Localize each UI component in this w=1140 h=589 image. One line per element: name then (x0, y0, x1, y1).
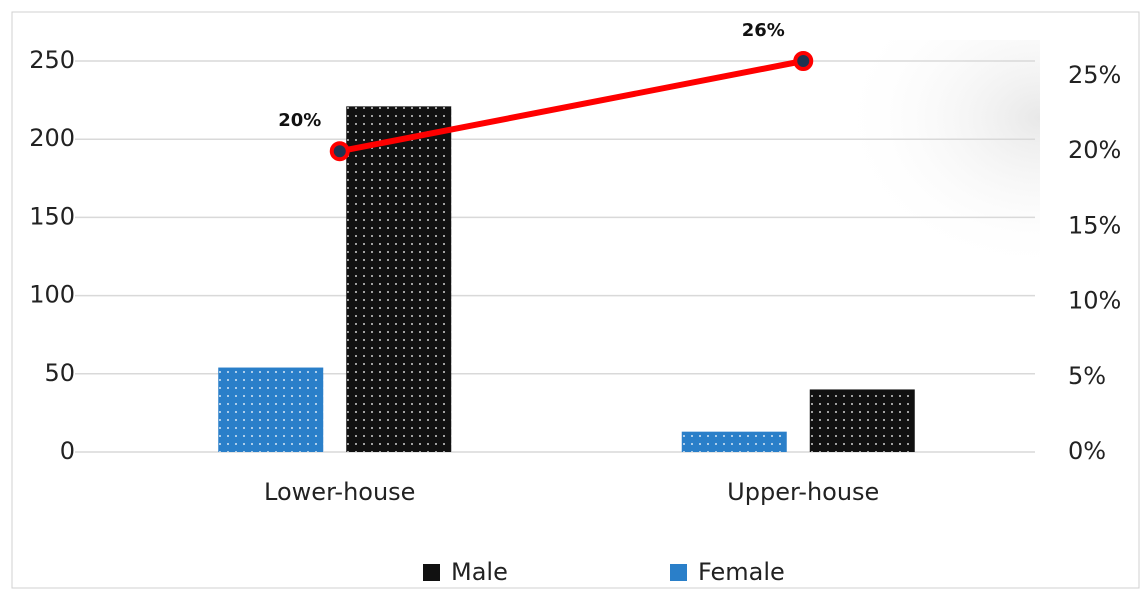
y-tick-label: 100 (29, 281, 75, 309)
y2-tick-label: 10% (1068, 287, 1121, 315)
y-tick-label: 0 (60, 437, 75, 465)
legend-label: Female (698, 558, 785, 586)
background-shade (700, 40, 1040, 300)
line-marker (329, 141, 350, 162)
x-tick-label: Upper-house (727, 478, 879, 506)
chart-frame (11, 11, 1140, 589)
bar-pattern (809, 389, 915, 452)
y-tick-label: 150 (29, 202, 75, 230)
y2-tick-label: 5% (1068, 362, 1106, 390)
y-tick-label: 200 (29, 124, 75, 152)
bar-pattern (346, 106, 452, 452)
bar-pattern (681, 431, 787, 452)
line-marker (793, 51, 814, 71)
legend-swatch (670, 564, 687, 581)
legend-swatch (423, 564, 440, 581)
y-tick-label: 50 (44, 359, 75, 387)
y2-tick-label: 0% (1068, 437, 1106, 465)
y2-tick-label: 25% (1068, 61, 1121, 89)
y-tick-label: 250 (29, 46, 75, 74)
y2-tick-label: 15% (1068, 211, 1121, 239)
x-tick-label: Lower-house (264, 478, 415, 506)
legend-label: Male (451, 558, 508, 586)
bar-pattern (218, 367, 324, 452)
data-label: 20% (278, 110, 321, 131)
y2-tick-label: 20% (1068, 136, 1121, 164)
data-label: 26% (742, 20, 785, 41)
line (336, 58, 807, 155)
